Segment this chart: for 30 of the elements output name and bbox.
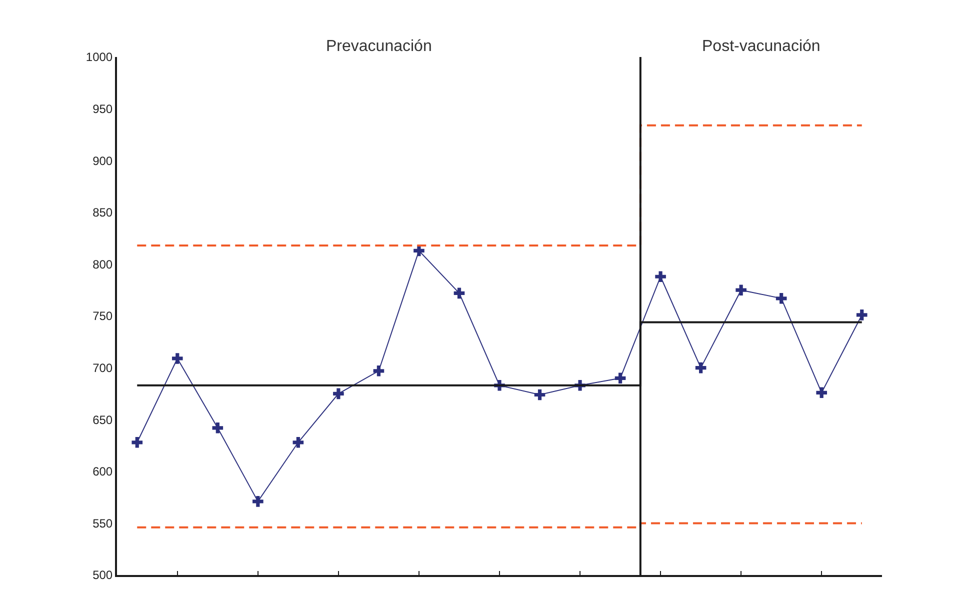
point	[534, 389, 546, 400]
y-tick-label: 750	[92, 309, 113, 324]
text: Prevacunación	[326, 38, 432, 55]
point	[816, 387, 828, 398]
point	[454, 288, 465, 299]
y-tick-label: 800	[92, 257, 113, 272]
point	[292, 436, 304, 448]
y-tick-label: 1000	[86, 50, 113, 64]
y-tick-label: 650	[92, 412, 113, 427]
point	[614, 372, 626, 384]
point	[333, 388, 344, 400]
y-tick-label: 600	[92, 464, 113, 479]
point	[252, 496, 264, 507]
y-tick-label: 700	[92, 361, 113, 375]
text: Post-vacunación	[702, 38, 820, 55]
y-tick-label: 500	[92, 568, 113, 582]
point	[172, 353, 183, 364]
point	[736, 284, 746, 296]
point	[695, 362, 706, 374]
y-tick-label: 950	[92, 102, 113, 116]
point	[132, 436, 143, 448]
point	[655, 271, 666, 282]
y-tick-label: 850	[92, 206, 113, 220]
point	[414, 245, 424, 256]
y-tick-label: 900	[92, 154, 113, 168]
point	[212, 422, 224, 434]
y-tick-label: 550	[92, 516, 113, 530]
point	[776, 292, 787, 304]
point	[373, 366, 384, 376]
point	[856, 310, 868, 320]
